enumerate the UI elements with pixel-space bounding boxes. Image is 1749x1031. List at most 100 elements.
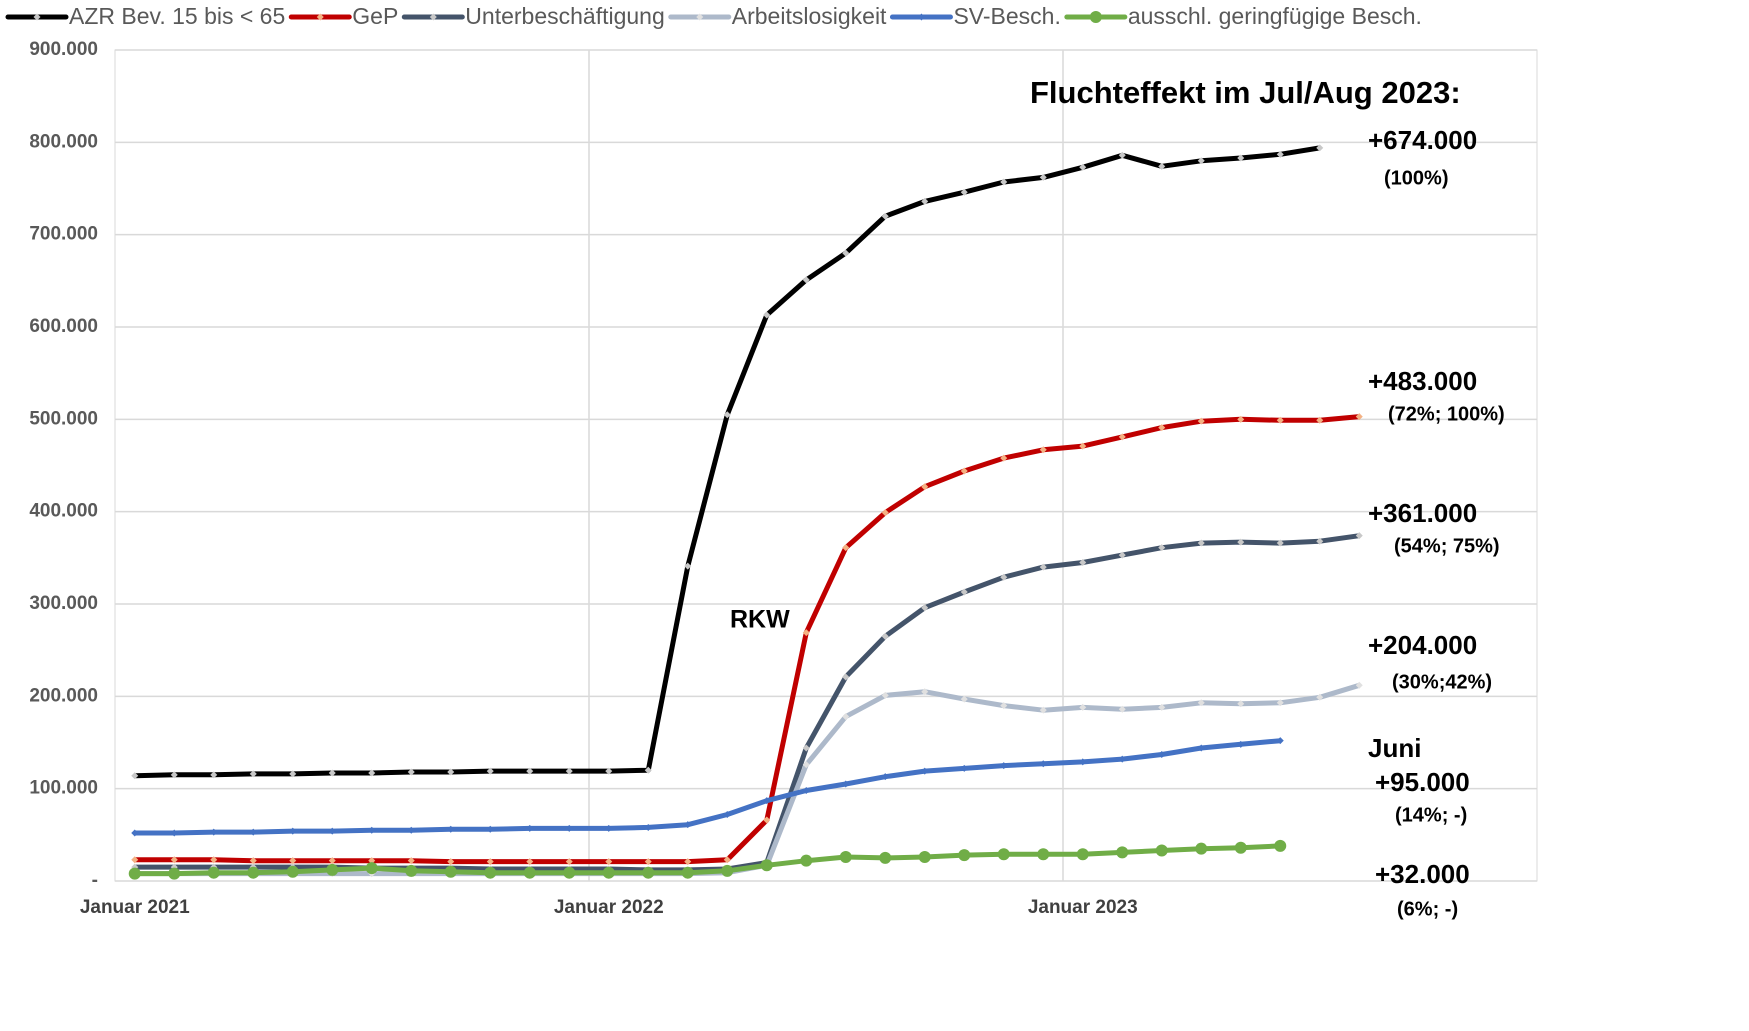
marker — [842, 249, 850, 257]
marker — [170, 771, 178, 779]
y-tick-label: 200.000 — [29, 685, 98, 706]
marker — [565, 767, 573, 775]
marker — [1000, 762, 1008, 770]
annotation: +361.000 — [1368, 498, 1477, 528]
marker — [1155, 844, 1168, 857]
marker — [1234, 841, 1247, 854]
marker — [1076, 848, 1089, 861]
marker — [802, 629, 810, 637]
marker — [1158, 162, 1166, 170]
series-line — [134, 738, 1281, 836]
marker — [1118, 551, 1126, 559]
marker — [1079, 758, 1087, 766]
marker — [565, 824, 573, 832]
marker — [1197, 744, 1205, 752]
marker — [1355, 532, 1363, 540]
marker — [1039, 760, 1047, 768]
legend-label: ausschl. geringfügige Besch. — [1128, 3, 1422, 29]
marker — [447, 858, 455, 866]
marker — [602, 866, 615, 879]
marker — [881, 691, 889, 699]
marker — [168, 867, 181, 880]
marker — [960, 695, 968, 703]
marker — [526, 767, 534, 775]
y-tick-label: 100.000 — [29, 778, 98, 799]
annotation: Fluchteffekt im Jul/Aug 2023: — [1030, 75, 1461, 110]
marker — [605, 767, 613, 775]
marker — [368, 769, 376, 777]
marker — [484, 866, 497, 879]
legend-marker — [696, 13, 704, 21]
marker — [131, 856, 139, 864]
marker — [842, 544, 850, 552]
annotation: (6%; -) — [1397, 898, 1458, 920]
marker — [526, 824, 534, 832]
marker — [1237, 740, 1245, 748]
marker — [642, 866, 655, 879]
annotation: +32.000 — [1375, 859, 1470, 889]
legend-label: Arbeitslosigkeit — [732, 3, 887, 29]
marker — [1316, 693, 1324, 701]
marker — [249, 828, 257, 836]
marker — [1158, 544, 1166, 552]
y-tick-label: 500.000 — [29, 408, 98, 429]
marker — [128, 867, 141, 880]
marker — [921, 767, 929, 775]
y-tick-label: 300.000 — [29, 593, 98, 614]
marker — [644, 858, 652, 866]
marker — [170, 856, 178, 864]
marker — [286, 865, 299, 878]
marker — [486, 767, 494, 775]
legend-label: AZR Bev. 15 bis < 65 — [69, 3, 285, 29]
marker — [1237, 415, 1245, 423]
marker — [289, 770, 297, 778]
marker — [1079, 163, 1087, 171]
marker — [207, 866, 220, 879]
marker — [486, 825, 494, 833]
marker — [881, 509, 889, 517]
marker — [881, 632, 889, 640]
marker — [1079, 442, 1087, 450]
legend-label: SV-Besch. — [953, 3, 1060, 29]
marker — [763, 797, 771, 805]
legend-marker — [316, 13, 324, 21]
marker — [802, 276, 810, 284]
annotation: Juni — [1368, 733, 1421, 763]
marker — [879, 851, 892, 864]
marker — [444, 865, 457, 878]
marker — [328, 827, 336, 835]
marker — [1079, 558, 1087, 566]
marker — [763, 816, 771, 824]
legend-marker — [33, 13, 41, 21]
marker — [1000, 573, 1008, 581]
marker — [605, 824, 613, 832]
marker — [170, 829, 178, 837]
legend-label: Unterbeschäftigung — [465, 3, 664, 29]
x-tick-label: Januar 2022 — [554, 897, 664, 918]
legend-marker — [429, 13, 437, 21]
marker — [881, 773, 889, 781]
y-tick-label: 400.000 — [29, 501, 98, 522]
marker — [1118, 151, 1126, 159]
x-tick-label: Januar 2021 — [80, 897, 190, 918]
marker — [1079, 703, 1087, 711]
marker — [486, 858, 494, 866]
marker — [842, 673, 850, 681]
series-line — [134, 843, 1281, 877]
marker — [644, 823, 652, 831]
annotation: (54%; 75%) — [1394, 535, 1500, 557]
marker — [1039, 563, 1047, 571]
x-tick-label: Januar 2023 — [1028, 897, 1138, 918]
marker — [605, 858, 613, 866]
marker — [407, 768, 415, 776]
marker — [1276, 539, 1284, 547]
marker — [960, 764, 968, 772]
series-line — [134, 533, 1360, 873]
marker — [800, 854, 813, 867]
marker — [958, 849, 971, 862]
marker — [526, 858, 534, 866]
marker — [723, 856, 731, 864]
marker — [997, 848, 1010, 861]
marker — [328, 769, 336, 777]
marker — [247, 866, 260, 879]
